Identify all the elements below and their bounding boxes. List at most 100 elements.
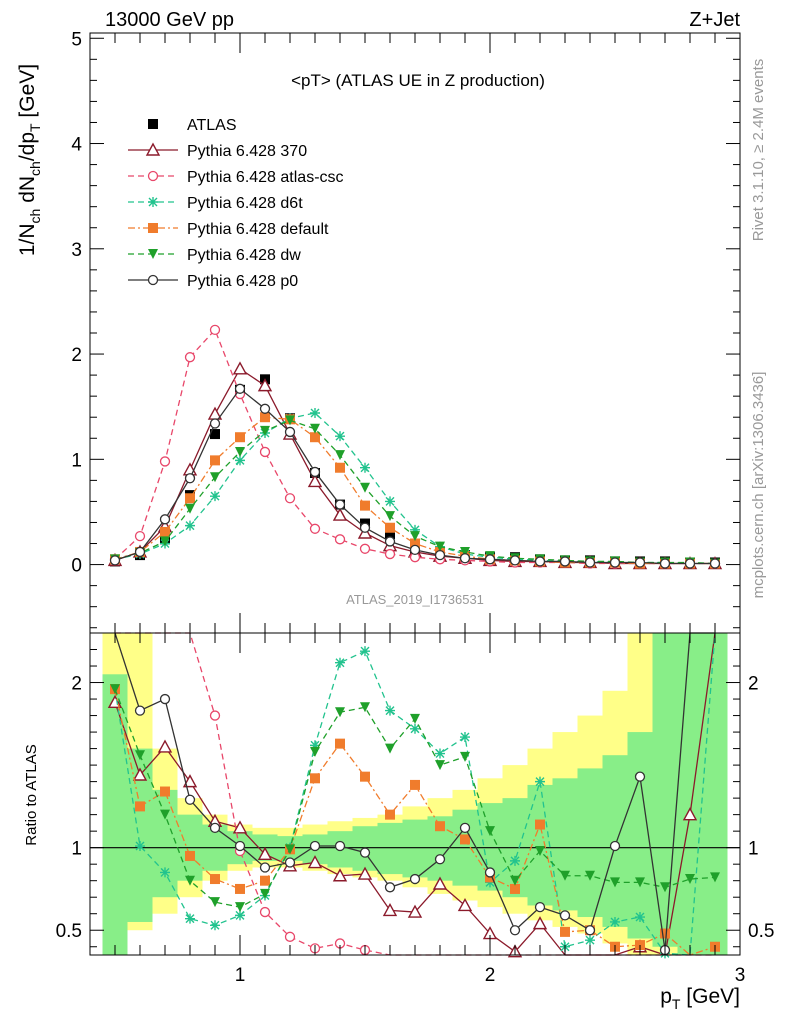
rivet-side-label: Rivet 3.1.10, ≥ 2.4M events bbox=[750, 59, 767, 242]
ratio-point-0-12 bbox=[407, 904, 423, 918]
main-point-6-13 bbox=[434, 549, 446, 561]
ratio-point-2-4 bbox=[210, 920, 220, 931]
legend-entry-5: Pythia 6.428 dw bbox=[128, 247, 301, 264]
main-point-6-0 bbox=[109, 555, 121, 566]
ratio-point-2-9 bbox=[335, 657, 345, 668]
ratio-axis-ticks: 1 2 3 0.5 0.5 1 1 2 2 bbox=[56, 633, 774, 986]
ratio-point-3-22 bbox=[660, 928, 670, 939]
ratio-point-5-6 bbox=[259, 862, 271, 873]
main-y-tick-label: 4 bbox=[71, 135, 82, 156]
ratio-point-5-15 bbox=[484, 867, 496, 878]
ratio-point-3-9 bbox=[335, 738, 345, 749]
main-point-6-24 bbox=[709, 558, 721, 569]
main-y-tick-label: 0 bbox=[71, 556, 82, 577]
main-point-6-4 bbox=[209, 418, 221, 429]
main-point-4-12 bbox=[410, 538, 420, 549]
ratio-point-2-20 bbox=[610, 916, 620, 927]
ratio-point-5-11 bbox=[384, 882, 396, 893]
main-point-5-9 bbox=[335, 450, 345, 461]
ratio-point-5-10 bbox=[359, 847, 371, 858]
legend-entry-4: Pythia 6.428 default bbox=[128, 221, 329, 238]
main-point-1-9 bbox=[332, 507, 348, 521]
ratio-point-5-12 bbox=[409, 873, 421, 885]
ratio-point-4-17 bbox=[535, 845, 545, 856]
ratio-point-0-8 bbox=[307, 855, 323, 869]
ratio-point-3-10 bbox=[360, 771, 370, 782]
ratio-band-stat-22 bbox=[652, 633, 678, 947]
ratio-band-stat-2 bbox=[152, 789, 178, 898]
ratio-point-2-8 bbox=[310, 740, 320, 751]
ratio-point-5-3 bbox=[184, 794, 196, 805]
ratio-point-3-1 bbox=[135, 801, 145, 812]
main-point-6-17 bbox=[534, 556, 546, 567]
ratio-band-stat-23 bbox=[677, 633, 703, 955]
analysis-label: ATLAS_2019_I1736531 bbox=[346, 592, 484, 607]
main-point-3-5 bbox=[235, 455, 245, 466]
ratio-point-2-17 bbox=[535, 776, 545, 787]
ratio-point-4-15 bbox=[485, 826, 495, 837]
ratio-point-3-5 bbox=[235, 883, 245, 894]
ratio-y-tick-label: 2 bbox=[71, 674, 82, 695]
main-point-6-19 bbox=[584, 557, 596, 568]
ratio-point-4-23 bbox=[685, 874, 695, 885]
main-point-4-8 bbox=[310, 432, 320, 443]
ratio-point-3-2 bbox=[160, 786, 170, 797]
x-tick-label: 2 bbox=[485, 965, 496, 986]
main-point-1-6 bbox=[257, 378, 273, 392]
main-point-4-9 bbox=[335, 462, 345, 473]
main-point-2-9 bbox=[334, 534, 346, 545]
legend-marker-3 bbox=[148, 197, 158, 207]
main-point-3-3 bbox=[185, 520, 195, 531]
main-point-2-8 bbox=[309, 523, 321, 534]
main-point-6-8 bbox=[309, 466, 321, 478]
ylabel-part-3: ch bbox=[27, 161, 43, 176]
ratio-point-2-5 bbox=[235, 910, 245, 921]
ratio-panel-frame bbox=[89, 632, 741, 956]
legend-marker-0 bbox=[148, 119, 158, 129]
main-y-tick-label: 3 bbox=[71, 240, 82, 261]
ratio-point-5-9 bbox=[334, 840, 346, 852]
ratio-band-stat-12 bbox=[402, 819, 428, 878]
ylabel-part-2: dN bbox=[16, 176, 39, 209]
main-point-0-11 bbox=[385, 529, 395, 540]
main-point-3-11 bbox=[385, 496, 395, 507]
ratio-point-0-23 bbox=[682, 807, 698, 821]
main-point-6-23 bbox=[684, 558, 696, 569]
ratio-point-5-5 bbox=[234, 840, 246, 852]
ratio-band-stat-0 bbox=[102, 674, 128, 955]
ratio-point-0-3 bbox=[182, 774, 198, 788]
ratio-point-3-13 bbox=[435, 821, 445, 832]
main-series-group bbox=[107, 324, 723, 570]
ratio-point-2-19 bbox=[585, 935, 595, 946]
ylabel-part-0: 1/N bbox=[16, 223, 39, 256]
legend-entry-6: Pythia 6.428 p0 bbox=[128, 273, 298, 290]
legend-marker-5 bbox=[148, 249, 158, 259]
ratio-point-0-9 bbox=[332, 868, 348, 882]
ratio-point-0-13 bbox=[432, 876, 448, 890]
ratio-y-tick-label-right: 0.5 bbox=[748, 921, 774, 942]
ratio-y-tick-label-right: 2 bbox=[748, 674, 759, 695]
main-point-5-3 bbox=[185, 503, 195, 514]
main-point-2-6 bbox=[259, 446, 271, 458]
ratio-point-0-2 bbox=[157, 739, 173, 753]
ratio-y-axis-label: Ratio to ATLAS bbox=[23, 744, 40, 845]
ratio-point-4-14 bbox=[460, 751, 470, 762]
main-point-2-1 bbox=[134, 531, 146, 542]
main-point-6-7 bbox=[284, 426, 296, 438]
main-point-5-11 bbox=[385, 511, 395, 522]
ratio-point-0-11 bbox=[382, 902, 398, 917]
main-y-tick-label: 5 bbox=[71, 29, 82, 50]
ratio-point-5-2 bbox=[159, 693, 171, 705]
legend-label-1: Pythia 6.428 370 bbox=[187, 143, 307, 160]
main-point-2-7 bbox=[284, 493, 296, 504]
main-point-6-16 bbox=[509, 555, 521, 566]
ratio-point-5-19 bbox=[584, 925, 596, 936]
main-point-5-2 bbox=[160, 536, 170, 547]
ratio-point-4-2 bbox=[160, 809, 170, 820]
ratio-point-4-22 bbox=[660, 882, 670, 893]
ratio-point-3-11 bbox=[385, 809, 395, 820]
ratio-point-4-13 bbox=[435, 760, 445, 771]
ratio-point-2-13 bbox=[435, 748, 445, 759]
main-point-6-20 bbox=[609, 557, 621, 568]
legend-marker-2 bbox=[147, 170, 159, 182]
